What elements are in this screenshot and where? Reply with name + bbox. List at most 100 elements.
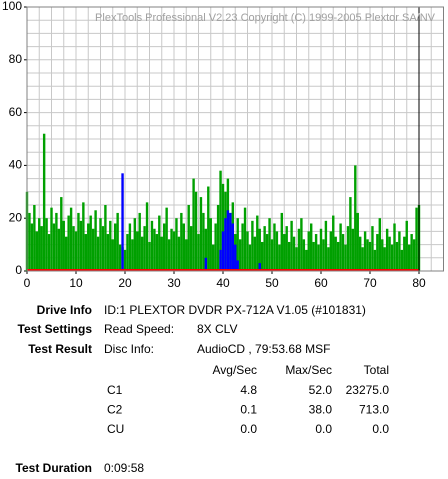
bar — [94, 210, 97, 271]
bar — [192, 178, 195, 271]
bar — [155, 234, 159, 271]
bar — [312, 241, 315, 271]
bar — [204, 228, 208, 271]
bar — [408, 244, 411, 271]
bar — [270, 239, 274, 271]
bar — [57, 228, 61, 271]
bar — [189, 226, 193, 271]
bar — [221, 183, 225, 271]
bar — [84, 234, 87, 271]
bar — [275, 231, 279, 271]
x-tick-label: 50 — [265, 276, 279, 290]
cell: 0.0 — [240, 422, 257, 436]
bar — [234, 244, 237, 271]
y-tick-label: 80 — [9, 52, 23, 66]
bar — [344, 244, 347, 271]
bar — [231, 223, 234, 271]
cell: 713.0 — [359, 403, 389, 417]
bar — [253, 236, 257, 271]
bar — [412, 239, 416, 271]
bar — [74, 231, 78, 271]
bar — [180, 212, 183, 271]
bar — [238, 239, 242, 271]
bar — [38, 218, 41, 271]
bar — [363, 231, 367, 271]
label: Test Duration — [16, 461, 92, 475]
bar — [221, 231, 225, 271]
bar — [175, 218, 178, 271]
bar — [283, 234, 286, 271]
bar — [28, 212, 31, 271]
bar — [258, 228, 261, 271]
bar — [116, 212, 119, 271]
bar — [91, 228, 95, 271]
bar — [219, 249, 222, 271]
bar — [214, 223, 217, 271]
key: Disc Info: — [104, 342, 154, 356]
bar — [307, 231, 310, 271]
bar — [329, 231, 332, 271]
y-tick-label: 20 — [9, 210, 23, 224]
bar — [202, 212, 205, 271]
value: AudioCD , 79:53.68 MSF — [197, 342, 330, 356]
bar — [256, 215, 259, 271]
bar — [373, 249, 377, 271]
bar — [305, 249, 308, 271]
plot-frame — [26, 6, 444, 272]
bar — [300, 218, 303, 271]
bar — [251, 220, 254, 271]
bar — [40, 226, 43, 271]
cell: 0.1 — [240, 403, 257, 417]
bar — [317, 244, 320, 271]
bar — [30, 223, 34, 271]
bar — [216, 205, 220, 271]
bar — [297, 228, 301, 271]
table: Avg/Sec Max/Sec Total C1 4.8 52.0 23275.0 C2 0.1… — [107, 363, 389, 436]
row-label: C1 — [107, 383, 123, 397]
bar — [346, 226, 350, 271]
bar — [290, 220, 293, 271]
x-tick-label: 20 — [118, 276, 132, 290]
bar — [248, 244, 252, 271]
bar — [67, 215, 70, 271]
bar — [104, 205, 107, 271]
column-header: Avg/Sec — [213, 363, 257, 377]
bar — [243, 207, 247, 271]
bar — [236, 218, 239, 271]
bar — [138, 212, 141, 271]
bar — [398, 231, 401, 271]
bar — [349, 197, 352, 271]
bar — [341, 234, 345, 271]
bar — [400, 249, 404, 271]
x-tick-label: 10 — [69, 276, 83, 290]
bar — [123, 249, 127, 271]
bar — [381, 239, 384, 271]
bar — [261, 241, 264, 271]
plot: 0 20 40 60 80 100 0 10 20 30 40 50 60 70 80 — [2, 0, 444, 290]
bar — [388, 236, 391, 271]
x-tick-label: 0 — [24, 276, 31, 290]
bar — [45, 218, 48, 271]
bar — [35, 231, 38, 271]
bar — [285, 226, 288, 271]
bar — [395, 241, 399, 271]
y-tick-label: 100 — [2, 0, 22, 13]
bar — [131, 239, 134, 271]
bar — [410, 234, 413, 271]
label: Test Settings — [18, 322, 93, 336]
bar — [167, 239, 171, 271]
bar — [101, 226, 105, 271]
bar — [378, 218, 381, 271]
x-tick-label: 80 — [412, 276, 426, 290]
y-tick-label: 40 — [9, 158, 23, 172]
bar — [52, 223, 56, 271]
cell: 38.0 — [309, 403, 333, 417]
bar — [99, 218, 102, 271]
bar — [273, 223, 276, 271]
bar — [356, 212, 359, 271]
bar — [33, 205, 36, 271]
bar — [82, 202, 85, 271]
bar — [334, 236, 337, 271]
bar — [47, 234, 51, 271]
